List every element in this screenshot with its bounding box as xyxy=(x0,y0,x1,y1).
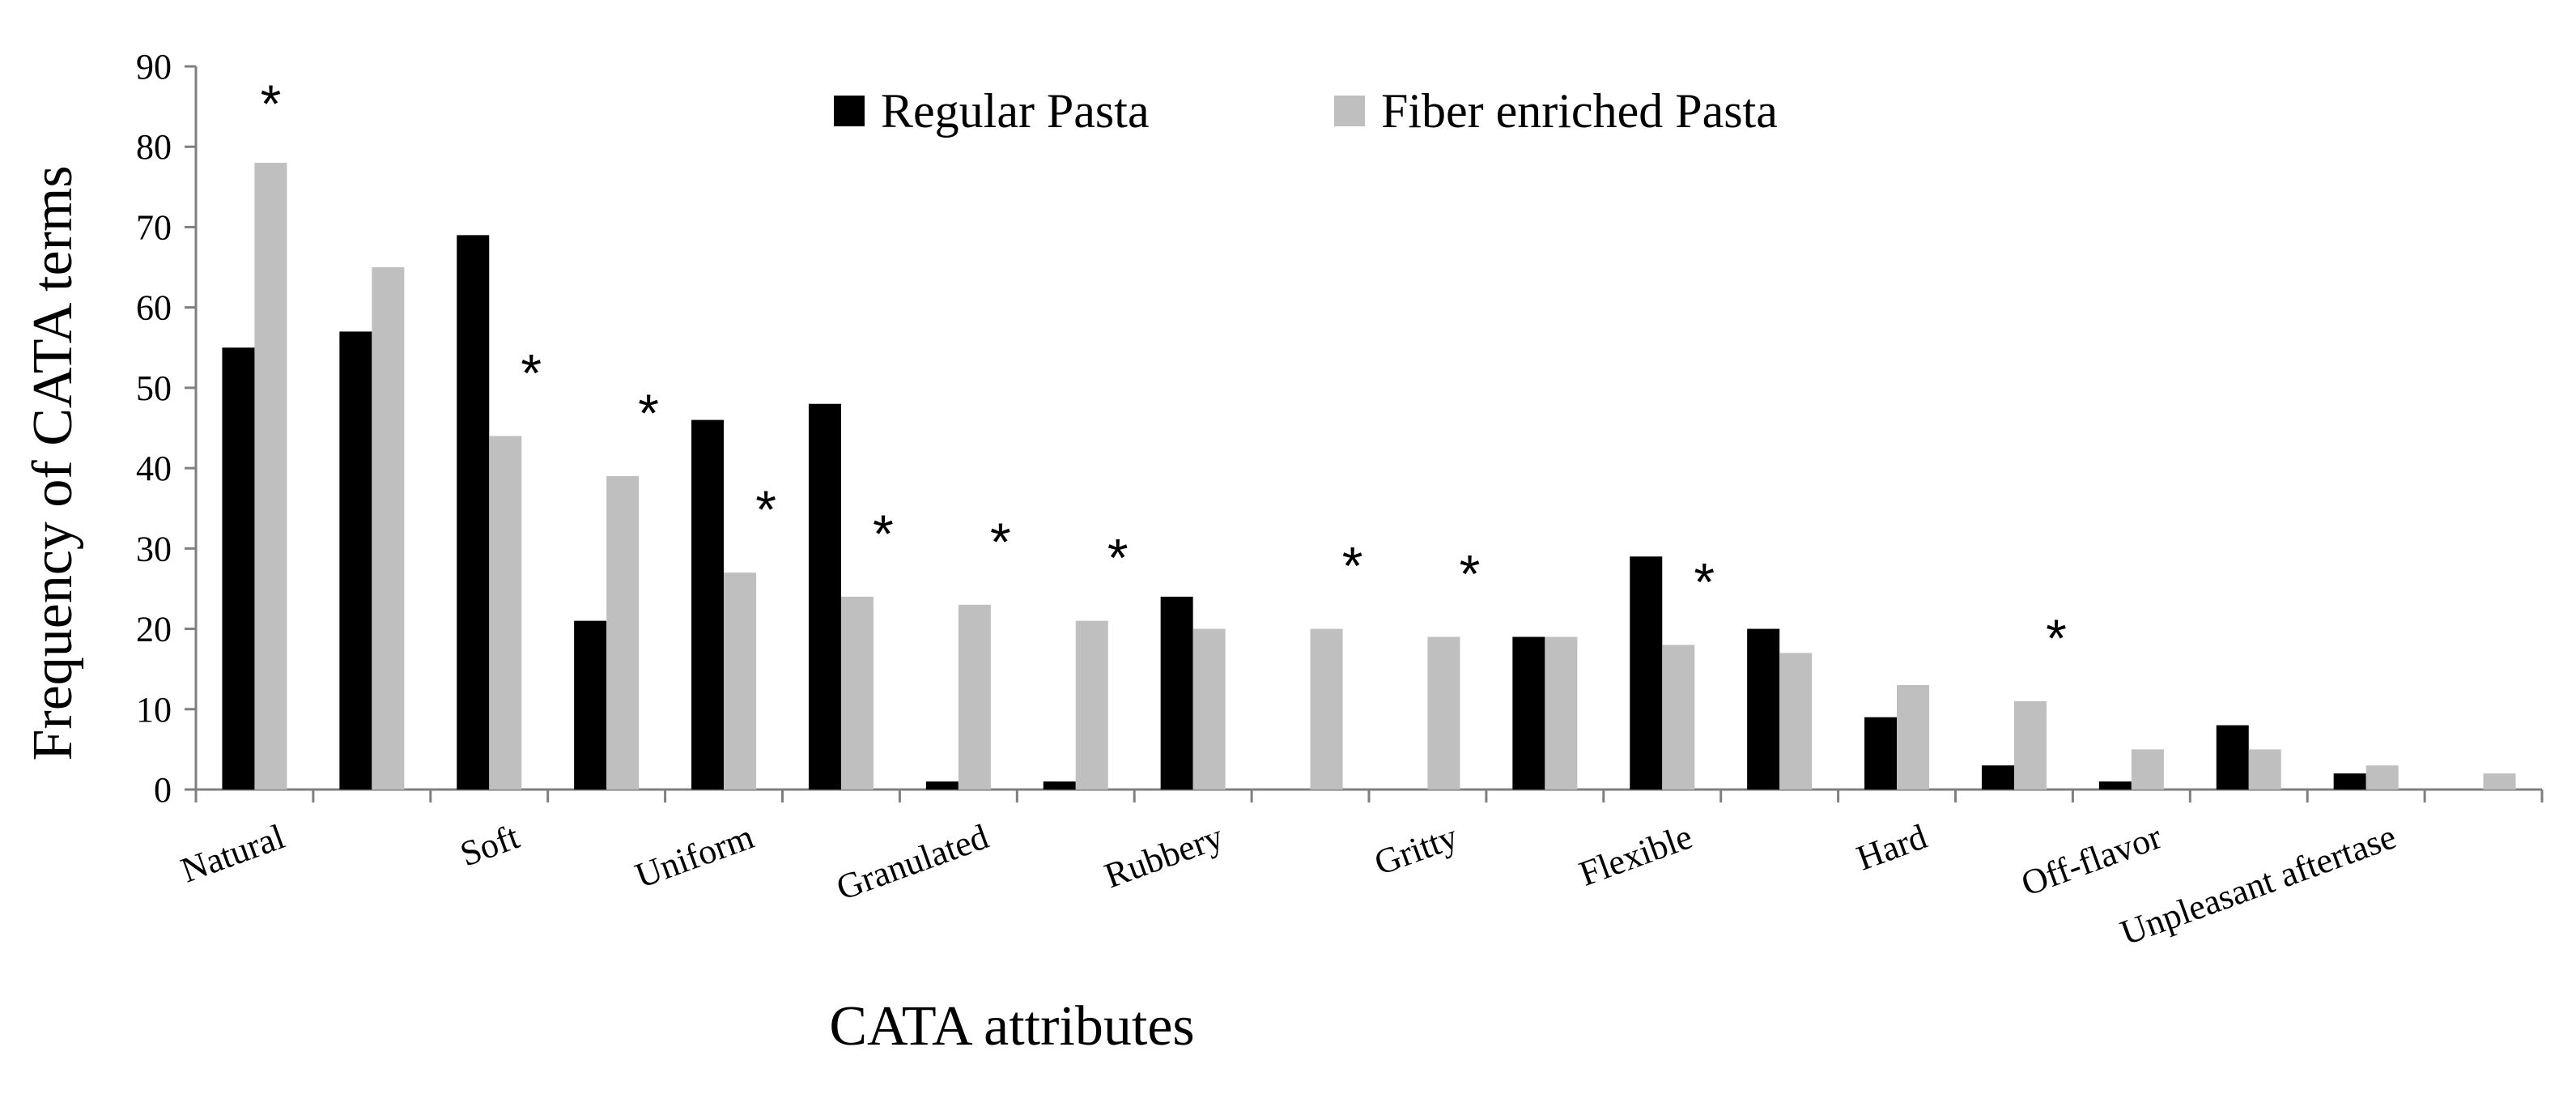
category-label: Natural xyxy=(176,816,290,890)
significance-marker: * xyxy=(990,512,1011,572)
y-tick-label: 40 xyxy=(136,449,172,488)
bar-regular xyxy=(1512,636,1545,790)
y-tick-label: 50 xyxy=(136,368,172,408)
bar-regular xyxy=(2333,773,2366,790)
significance-marker: * xyxy=(638,383,659,443)
bar-regular xyxy=(457,235,490,790)
category-label: Hard xyxy=(1851,816,1932,878)
legend-label-fiber: Fiber enriched Pasta xyxy=(1381,84,1778,138)
significance-marker: * xyxy=(261,74,282,134)
y-axis: 0 10 20 30 40 50 60 70 80 90 xyxy=(136,47,198,810)
bar-regular xyxy=(339,331,372,790)
bar-regular xyxy=(1043,781,1076,790)
y-tick-label: 60 xyxy=(136,288,172,328)
category-label: Rubbery xyxy=(1099,816,1228,896)
bar-fiber xyxy=(1545,636,1578,790)
bar-fiber xyxy=(1427,636,1460,790)
legend-swatch-regular xyxy=(834,96,865,126)
x-axis xyxy=(194,788,2544,802)
y-tick-label: 10 xyxy=(136,690,172,730)
legend: Regular Pasta Fiber enriched Pasta xyxy=(834,84,1778,138)
y-axis-title: Frequency of CATA terms xyxy=(22,165,84,760)
legend-swatch-fiber xyxy=(1334,96,1365,126)
significance-marker: * xyxy=(1107,528,1129,588)
bar-fiber xyxy=(372,267,405,790)
category-label: Uniform xyxy=(630,816,759,896)
bar-fiber xyxy=(840,596,874,790)
category-label: Off-flavor xyxy=(2016,816,2166,904)
bar-fiber xyxy=(2013,700,2047,790)
bar-regular xyxy=(1864,717,1898,790)
significance-marker: * xyxy=(2046,608,2067,668)
category-label: Granulated xyxy=(831,816,993,908)
bar-regular xyxy=(1630,556,1663,790)
bar-regular xyxy=(574,620,607,790)
bar-fiber xyxy=(2483,773,2516,790)
bar-fiber xyxy=(489,436,522,790)
legend-label-regular: Regular Pasta xyxy=(881,84,1150,138)
significance-marker: * xyxy=(521,343,542,402)
bar-series xyxy=(222,163,2516,790)
bar-regular xyxy=(1747,628,1780,790)
bar-fiber xyxy=(1662,645,1695,790)
bar-regular xyxy=(2098,781,2132,790)
significance-marker: * xyxy=(1342,536,1363,596)
bar-regular xyxy=(222,347,255,790)
bar-fiber xyxy=(254,163,287,790)
bar-fiber xyxy=(1075,620,1108,790)
bar-fiber xyxy=(2366,765,2399,790)
significance-marker: * xyxy=(873,504,894,564)
bar-fiber xyxy=(2248,749,2281,790)
category-label: Soft xyxy=(455,816,525,874)
bar-fiber xyxy=(1779,653,1813,790)
bar-fiber xyxy=(1897,685,1930,790)
y-tick-label: 20 xyxy=(136,610,172,649)
category-labels: Natural Soft Uniform Granulated Rubbery Gritt… xyxy=(176,816,2401,953)
bar-fiber xyxy=(1192,628,1226,790)
bar-fiber xyxy=(724,573,757,790)
bar-regular xyxy=(1160,596,1193,790)
x-axis-title: CATA attributes xyxy=(829,995,1194,1058)
significance-markers: * * * * * * * * * * * xyxy=(261,74,2067,668)
bar-fiber xyxy=(2131,749,2164,790)
bar-fiber xyxy=(606,476,640,790)
category-label: Gritty xyxy=(1369,816,1463,883)
bar-regular xyxy=(1981,765,2014,790)
y-tick-label: 80 xyxy=(136,127,172,167)
bar-regular xyxy=(691,419,725,790)
bar-fiber xyxy=(958,604,991,790)
y-tick-label: 70 xyxy=(136,207,172,247)
bar-regular xyxy=(925,781,959,790)
significance-marker: * xyxy=(755,479,776,539)
significance-marker: * xyxy=(1460,543,1481,603)
significance-marker: * xyxy=(1694,551,1715,611)
y-tick-label: 30 xyxy=(136,529,172,568)
bar-fiber xyxy=(1310,628,1343,790)
bar-regular xyxy=(2216,725,2249,790)
y-tick-label: 90 xyxy=(136,47,172,87)
bar-regular xyxy=(808,403,841,790)
category-label: Flexible xyxy=(1574,816,1697,893)
y-tick-label: 0 xyxy=(154,770,172,810)
